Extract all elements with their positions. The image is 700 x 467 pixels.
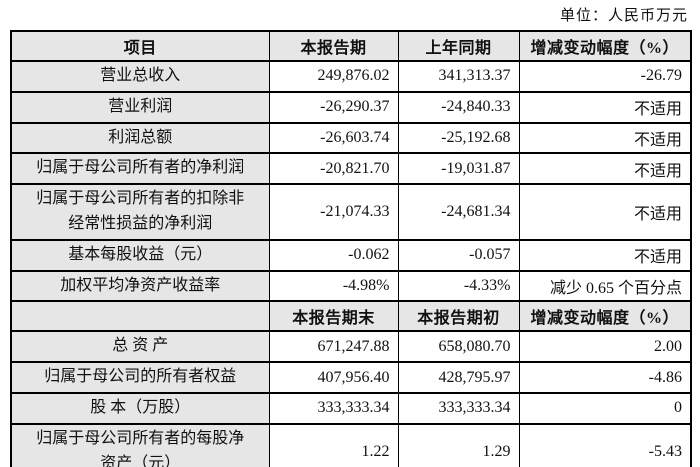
table-row-total-assets: 总 资 产 671,247.88 658,080.70 2.00 <box>10 330 692 364</box>
current-value: -26,603.74 <box>268 121 399 155</box>
change-value: 减少 0.65 个百分点 <box>518 269 692 303</box>
change-value: 不适用 <box>518 238 692 272</box>
current-value: 671,247.88 <box>268 330 399 364</box>
change-value: 不适用 <box>518 183 692 241</box>
row-label: 基本每股收益（元） <box>10 238 270 272</box>
change-value: 不适用 <box>518 152 692 186</box>
change-value: 0 <box>518 391 692 425</box>
table-row-total-revenue: 营业总收入 249,876.02 341,313.37 -26.79 <box>10 60 692 93</box>
table-row-total-profit: 利润总额 -26,603.74 -25,192.68 不适用 <box>10 121 692 155</box>
change-value: 2.00 <box>518 330 692 364</box>
row-label: 股 本（万股） <box>10 391 270 425</box>
current-value: 249,876.02 <box>268 60 399 93</box>
prior-value: -24,681.34 <box>397 183 520 241</box>
header-period-end: 本报告期末 <box>268 300 399 333</box>
row-label: 利润总额 <box>10 121 270 155</box>
change-value: 不适用 <box>518 121 692 155</box>
row-label: 归属于母公司所有者的净利润 <box>10 152 270 186</box>
header-prior-period: 上年同期 <box>397 30 520 62</box>
prior-value: -4.33% <box>397 269 520 303</box>
change-value: -26.79 <box>518 60 692 93</box>
table-row-net-assets-per-share: 归属于母公司所有者的每股净 资产（元） 1.22 1.29 -5.43 <box>10 422 692 467</box>
header-item-blank <box>10 300 270 333</box>
table-row-operating-profit: 营业利润 -26,290.37 -24,840.33 不适用 <box>10 90 692 124</box>
prior-value: 428,795.97 <box>397 361 520 394</box>
prior-value: 1.29 <box>397 422 520 467</box>
period-header-row: 项目 本报告期 上年同期 增减变动幅度（%） <box>10 30 692 62</box>
current-value: -20,821.70 <box>268 152 399 186</box>
table-row-weighted-avg-roe: 加权平均净资产收益率 -4.98% -4.33% 减少 0.65 个百分点 <box>10 269 692 303</box>
financial-summary-table: 项目 本报告期 上年同期 增减变动幅度（%） 营业总收入 249,876.02 … <box>10 30 692 467</box>
table-row-share-capital: 股 本（万股） 333,333.34 333,333.34 0 <box>10 391 692 425</box>
table-row-equity-parent: 归属于母公司的所有者权益 407,956.40 428,795.97 -4.86 <box>10 361 692 394</box>
prior-value: 341,313.37 <box>397 60 520 93</box>
table-row-net-profit-excl-nonrecurring: 归属于母公司所有者的扣除非 经常性损益的净利润 -21,074.33 -24,6… <box>10 183 692 241</box>
current-value: -26,290.37 <box>268 90 399 124</box>
header-change-percent: 增减变动幅度（%） <box>518 300 692 333</box>
row-label: 归属于母公司所有者的每股净 资产（元） <box>10 422 270 467</box>
current-value: -4.98% <box>268 269 399 303</box>
header-current-period: 本报告期 <box>268 30 399 62</box>
row-label: 营业总收入 <box>10 60 270 93</box>
current-value: 333,333.34 <box>268 391 399 425</box>
row-label: 归属于母公司的所有者权益 <box>10 361 270 394</box>
current-value: 407,956.40 <box>268 361 399 394</box>
row-label: 加权平均净资产收益率 <box>10 269 270 303</box>
unit-label: 单位：人民币万元 <box>559 8 688 24</box>
current-value: -0.062 <box>268 238 399 272</box>
row-label: 总 资 产 <box>10 330 270 364</box>
prior-value: -19,031.87 <box>397 152 520 186</box>
change-value: 不适用 <box>518 90 692 124</box>
prior-value: -0.057 <box>397 238 520 272</box>
header-period-begin: 本报告期初 <box>397 300 520 333</box>
prior-value: -24,840.33 <box>397 90 520 124</box>
table-row-net-profit-parent: 归属于母公司所有者的净利润 -20,821.70 -19,031.87 不适用 <box>10 152 692 186</box>
prior-value: 658,080.70 <box>397 330 520 364</box>
balance-header-row: 本报告期末 本报告期初 增减变动幅度（%） <box>10 300 692 333</box>
current-value: 1.22 <box>268 422 399 467</box>
change-value: -5.43 <box>518 422 692 467</box>
change-value: -4.86 <box>518 361 692 394</box>
row-label: 营业利润 <box>10 90 270 124</box>
row-label: 归属于母公司所有者的扣除非 经常性损益的净利润 <box>10 183 270 241</box>
header-item: 项目 <box>10 30 270 62</box>
header-change-percent: 增减变动幅度（%） <box>518 30 692 62</box>
current-value: -21,074.33 <box>268 183 399 241</box>
prior-value: 333,333.34 <box>397 391 520 425</box>
prior-value: -25,192.68 <box>397 121 520 155</box>
table-row-basic-eps: 基本每股收益（元） -0.062 -0.057 不适用 <box>10 238 692 272</box>
